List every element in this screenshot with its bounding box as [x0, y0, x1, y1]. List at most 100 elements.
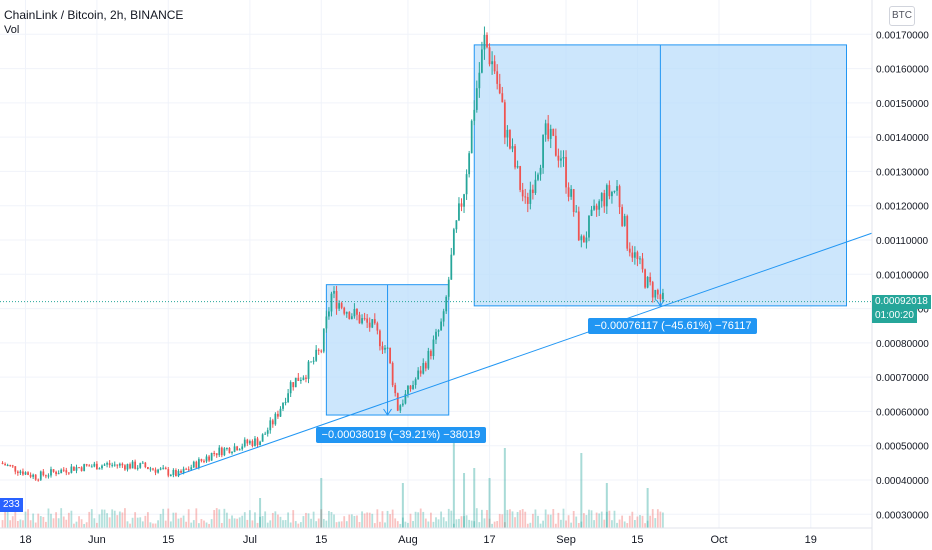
candle-body	[458, 203, 460, 221]
candle-body	[595, 205, 598, 210]
volume-bar	[218, 509, 221, 528]
volume-bar	[177, 518, 180, 528]
candle-body	[167, 469, 170, 476]
volume-bar	[294, 521, 297, 528]
x-axis: 18 Jun 15 Jul 15 Aug 17 Sep 15 Oct 19	[0, 527, 872, 546]
volume-bar	[659, 511, 662, 528]
measure-label-2[interactable]: −0.00076117 (−45.61%) −76117	[588, 317, 758, 334]
volume-indicator-label[interactable]: Vol	[4, 24, 20, 36]
volume-bar	[391, 509, 394, 528]
candle-body	[271, 420, 274, 425]
candle-body	[42, 471, 45, 476]
volume-bars	[1, 433, 664, 528]
x-tick-label: 19	[805, 534, 817, 546]
volume-bar	[146, 512, 149, 528]
x-tick-label: Oct	[710, 534, 727, 546]
volume-bar	[603, 519, 606, 528]
candle-body	[554, 135, 557, 156]
candle-body	[598, 201, 601, 210]
candle-body	[404, 393, 407, 404]
volume-bar	[248, 510, 251, 528]
candle-body	[134, 461, 137, 469]
candle-body	[175, 470, 177, 477]
volume-bar	[70, 510, 73, 528]
volume-bar	[106, 513, 108, 528]
measure-label-1[interactable]: −0.00038019 (−39.21%) −38019	[315, 427, 487, 444]
volume-bar	[557, 512, 560, 528]
volume-bar	[1, 520, 4, 528]
candle-body	[294, 377, 297, 388]
candle-body	[243, 439, 246, 447]
volume-bar	[491, 523, 493, 528]
volume-bar	[646, 520, 649, 528]
volume-bar	[577, 522, 580, 528]
volume-bar	[588, 509, 590, 528]
candle-body	[284, 402, 287, 404]
candle-body	[9, 464, 12, 466]
candle-body	[101, 465, 103, 469]
volume-bar	[22, 520, 24, 528]
candle-body	[78, 467, 80, 469]
volume-bar	[514, 517, 516, 528]
volume-bar	[526, 523, 529, 528]
volume-bar	[384, 522, 386, 528]
bar-countdown-tag: 01:00:20	[872, 308, 917, 323]
candle-body	[241, 446, 244, 450]
candle-body	[445, 296, 448, 312]
candle-body	[14, 466, 17, 472]
volume-spike	[320, 478, 323, 528]
candle-body	[486, 34, 488, 48]
candle-body	[409, 385, 412, 390]
volume-spike	[503, 448, 506, 528]
candle-body	[37, 479, 40, 481]
candle-body	[233, 446, 236, 452]
currency-badge[interactable]: BTC	[889, 6, 915, 26]
volume-bar	[39, 516, 42, 528]
volume-bar	[437, 519, 440, 528]
volume-bar	[572, 510, 575, 528]
candle-body	[88, 465, 91, 467]
candle-body	[529, 189, 532, 204]
volume-bar	[366, 512, 369, 528]
candle-body	[376, 323, 379, 331]
candle-body	[50, 469, 52, 476]
volume-bar	[567, 515, 570, 528]
volume-bar	[401, 517, 404, 528]
candle-body	[85, 464, 88, 466]
candle-body	[618, 186, 621, 208]
volume-bar	[452, 523, 455, 528]
volume-bar	[450, 510, 453, 528]
volume-bar	[220, 522, 223, 528]
candle-body	[80, 467, 83, 471]
volume-bar	[600, 511, 603, 528]
volume-bar	[618, 519, 621, 528]
volume-bar	[475, 508, 478, 528]
candle-body	[590, 209, 593, 216]
candle-body	[435, 331, 437, 340]
candle-body	[526, 197, 529, 204]
candle-body	[27, 472, 29, 475]
candle-body	[608, 185, 611, 197]
volume-bar	[409, 513, 412, 528]
candle-body	[146, 467, 149, 470]
volume-bar	[289, 522, 292, 528]
candle-body	[95, 463, 98, 470]
candle-body	[498, 83, 501, 94]
candle-body	[412, 384, 414, 390]
candle-body	[159, 468, 162, 470]
volume-spike	[605, 483, 608, 528]
candle-body	[172, 470, 175, 475]
volume-bar	[223, 508, 226, 528]
y-tick-label: 0.00050000	[876, 442, 929, 453]
volume-bar	[662, 512, 664, 528]
volume-bar	[534, 509, 537, 528]
volume-bar	[19, 519, 22, 528]
candle-body	[542, 134, 544, 168]
candle-body	[506, 129, 509, 138]
candle-body	[67, 472, 70, 474]
volume-bar	[55, 512, 57, 528]
volume-bar	[631, 511, 634, 528]
candle-body	[493, 61, 496, 72]
